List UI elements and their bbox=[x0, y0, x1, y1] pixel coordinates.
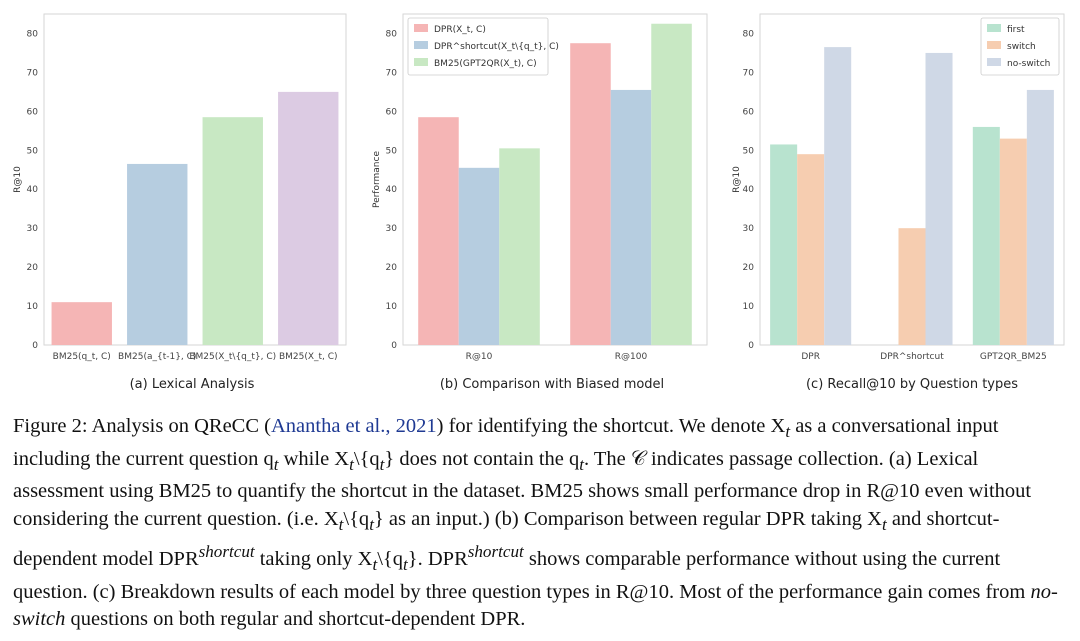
y-tick-label: 60 bbox=[27, 107, 39, 117]
y-tick-label: 0 bbox=[748, 341, 754, 351]
y-tick-label: 30 bbox=[743, 224, 755, 234]
y-tick-label: 10 bbox=[27, 302, 39, 312]
y-tick-label: 70 bbox=[743, 68, 755, 78]
y-tick-label: 60 bbox=[743, 107, 755, 117]
y-tick-label: 20 bbox=[27, 263, 39, 273]
bar bbox=[898, 228, 926, 345]
legend-swatch bbox=[414, 41, 428, 49]
caption-text: \{q bbox=[343, 507, 370, 530]
legend-label: DPR(X_t, C) bbox=[434, 25, 486, 35]
bar bbox=[999, 138, 1027, 345]
legend-swatch bbox=[414, 58, 428, 66]
bar bbox=[972, 126, 1000, 345]
y-tick-label: 40 bbox=[743, 185, 755, 195]
y-tick-label: 40 bbox=[27, 185, 39, 195]
x-tick-label: R@10 bbox=[466, 352, 493, 362]
bar bbox=[570, 43, 611, 346]
y-tick-label: 30 bbox=[27, 224, 39, 234]
caption-text: as a conversational input including the … bbox=[13, 415, 999, 470]
bar bbox=[1026, 89, 1054, 345]
y-axis-label: R@10 bbox=[732, 166, 742, 193]
subcaption: (c) Recall@10 by Question types bbox=[806, 377, 1018, 392]
caption-text: }. DPR bbox=[407, 548, 468, 571]
bar bbox=[651, 23, 692, 346]
caption-text: \{q bbox=[353, 447, 380, 470]
caption-text: Analysis on QReCC ( bbox=[91, 415, 271, 437]
caption-text: while X bbox=[278, 447, 350, 470]
y-tick-label: 20 bbox=[743, 263, 755, 273]
bar bbox=[925, 52, 953, 346]
y-tick-label: 60 bbox=[386, 107, 398, 117]
bar bbox=[458, 167, 500, 345]
figure-charts: 0 10 20 30 40 50 60 70 80 R@10 (a) Lexical Analysi… bbox=[13, 13, 1065, 392]
plot-frame bbox=[43, 13, 347, 346]
y-tick-label: 70 bbox=[27, 68, 39, 78]
x-tick-label: DPR bbox=[801, 352, 820, 362]
bar bbox=[499, 148, 540, 345]
legend-swatch bbox=[987, 58, 1001, 66]
y-axis-label: Performance bbox=[372, 151, 382, 208]
legend-label: first bbox=[1007, 25, 1025, 35]
caption-emphasis: no-switch bbox=[13, 580, 1058, 631]
y-axis-label: R@10 bbox=[13, 166, 23, 193]
x-tick-label: GPT2QR_BM25 bbox=[980, 352, 1047, 362]
bar bbox=[418, 117, 459, 345]
caption-text: shows comparable performance without usi… bbox=[13, 548, 1031, 603]
legend-label: no-switch bbox=[1007, 59, 1050, 69]
y-tick-label: 40 bbox=[386, 185, 398, 195]
legend-label: DPR^shortcut(X_t\{q_t}, C) bbox=[434, 42, 559, 52]
y-tick-label: 80 bbox=[27, 29, 39, 39]
legend-swatch bbox=[414, 24, 428, 32]
bar bbox=[610, 89, 652, 345]
y-tick-label: 50 bbox=[743, 146, 755, 156]
bar bbox=[278, 91, 339, 345]
subcaption: (a) Lexical Analysis bbox=[130, 377, 255, 392]
y-tick-label: 50 bbox=[386, 146, 398, 156]
y-tick-label: 50 bbox=[27, 146, 39, 156]
y-tick-label: 70 bbox=[386, 68, 398, 78]
y-tick-label: 10 bbox=[743, 302, 755, 312]
x-tick-label: DPR^shortcut bbox=[880, 352, 944, 362]
legend-swatch bbox=[987, 24, 1001, 32]
y-tick-label: 0 bbox=[391, 341, 397, 351]
figure-caption: Figure 2: Analysis on QReCC (Anantha et … bbox=[13, 415, 1058, 631]
legend-box bbox=[407, 17, 549, 76]
legend-label: switch bbox=[1007, 42, 1036, 52]
y-tick-label: 20 bbox=[386, 263, 398, 273]
bar bbox=[51, 302, 112, 345]
x-tick-label: BM25(a_{t-1}, C) bbox=[118, 352, 196, 362]
caption-label: Figure 2: bbox=[13, 415, 88, 437]
x-tick-label: BM25(X_t, C) bbox=[279, 352, 338, 362]
caption-text: and shortcut-dependent model DPR bbox=[13, 507, 1000, 571]
bar bbox=[202, 117, 263, 345]
bar bbox=[770, 144, 798, 345]
caption-text: questions on both regular and shortcut-d… bbox=[65, 608, 526, 631]
caption-text: \{q bbox=[377, 548, 404, 571]
caption-text: } as an input.) (b) Comparison between r… bbox=[373, 507, 882, 530]
y-tick-label: 0 bbox=[32, 341, 38, 351]
subcaption: (b) Comparison with Biased model bbox=[440, 377, 664, 392]
bar bbox=[127, 163, 188, 345]
caption-text: . The 𝒞 indicates passage collection. (a… bbox=[13, 447, 1032, 530]
plot-frame bbox=[402, 13, 708, 346]
caption-text: } does not contain the q bbox=[384, 447, 580, 470]
y-tick-label: 80 bbox=[743, 29, 755, 39]
y-tick-label: 80 bbox=[386, 29, 398, 39]
y-tick-label: 30 bbox=[386, 224, 398, 234]
caption-text: ) for identifying the shortcut. We denot… bbox=[436, 415, 786, 437]
x-tick-label: BM25(q_t, C) bbox=[53, 352, 111, 362]
y-tick-label: 10 bbox=[386, 302, 398, 312]
bar bbox=[797, 154, 825, 345]
citation-link[interactable]: Anantha et al., 2021 bbox=[270, 415, 437, 437]
bar bbox=[824, 47, 852, 345]
legend-label: BM25(GPT2QR(X_t), C) bbox=[434, 59, 537, 69]
legend-swatch bbox=[987, 41, 1001, 49]
x-tick-label: BM25(X_t\{q_t}, C) bbox=[189, 352, 276, 362]
caption-text: taking only X bbox=[254, 548, 373, 571]
x-tick-label: R@100 bbox=[615, 352, 648, 362]
